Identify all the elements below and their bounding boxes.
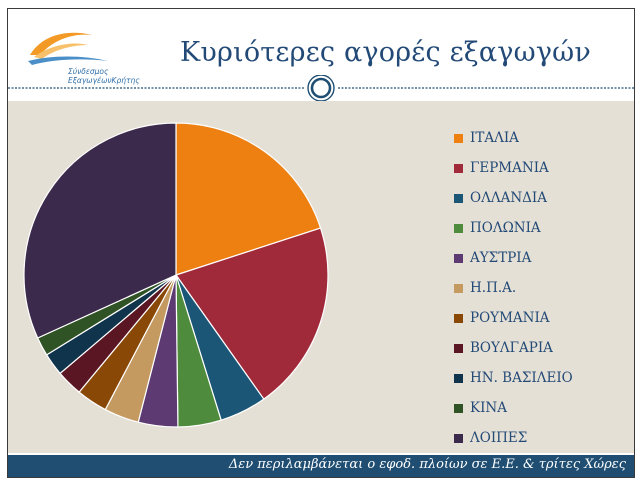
legend-item: ΙΤΑΛΙΑ xyxy=(454,123,624,153)
legend-label: ΑΥΣΤΡΙΑ xyxy=(470,250,532,266)
logo-text-line2: ΕξαγωγέωνΚρήτης xyxy=(68,75,140,85)
legend-item: ΛΟΙΠΕΣ xyxy=(454,423,624,453)
page-title: Κυριότερες αγορές εξαγωγών xyxy=(180,37,591,68)
footer-band: Δεν περιλαμβάνεται ο εφοδ. πλοίων σε Ε.Ε… xyxy=(8,455,634,477)
legend-swatch xyxy=(454,223,463,233)
legend-item: ΡΟΥΜΑΝΙΑ xyxy=(454,303,624,333)
logo-swoosh-icon xyxy=(28,32,108,65)
legend-item: ΠΟΛΩΝΙΑ xyxy=(454,213,624,243)
legend-swatch xyxy=(454,373,463,383)
legend-label: ΠΟΛΩΝΙΑ xyxy=(470,220,541,236)
legend-item: ΟΛΛΑΝΔΙΑ xyxy=(454,183,624,213)
legend-swatch xyxy=(454,343,463,353)
legend-item: ΑΥΣΤΡΙΑ xyxy=(454,243,624,273)
slide: Σύνδεσμος ΕξαγωγέωνΚρήτης Κυριότερες αγο… xyxy=(7,8,635,478)
legend-label: ΟΛΛΑΝΔΙΑ xyxy=(470,190,547,206)
legend-swatch xyxy=(454,163,463,173)
legend-item: Η.Π.Α. xyxy=(454,273,624,303)
slide-header: Σύνδεσμος ΕξαγωγέωνΚρήτης Κυριότερες αγο… xyxy=(8,9,634,101)
legend-item: ΓΕΡΜΑΝΙΑ xyxy=(454,153,624,183)
legend-label: ΛΟΙΠΕΣ xyxy=(470,430,528,446)
legend-swatch xyxy=(454,283,463,293)
legend-label: ΙΤΑΛΙΑ xyxy=(470,130,519,146)
legend-swatch xyxy=(454,253,463,263)
pie-chart xyxy=(23,122,329,428)
legend-label: Η.Π.Α. xyxy=(470,280,517,296)
legend-label: ΒΟΥΛΓΑΡΙΑ xyxy=(470,340,553,356)
footer-note: Δεν περιλαμβάνεται ο εφοδ. πλοίων σε Ε.Ε… xyxy=(228,457,626,472)
legend-swatch xyxy=(454,193,463,203)
legend-swatch xyxy=(454,433,463,443)
legend-swatch xyxy=(454,313,463,323)
legend-item: ΒΟΥΛΓΑΡΙΑ xyxy=(454,333,624,363)
legend-label: ΚΙΝΑ xyxy=(470,400,507,416)
legend-item: ΗΝ. ΒΑΣΙΛΕΙΟ xyxy=(454,363,624,393)
legend-swatch xyxy=(454,133,463,143)
logo: Σύνδεσμος ΕξαγωγέωνΚρήτης xyxy=(22,25,152,84)
logo-text-line1: Σύνδεσμος xyxy=(68,67,109,76)
pie-slice-1 xyxy=(175,227,329,400)
legend-label: ΗΝ. ΒΑΣΙΛΕΙΟ xyxy=(470,370,573,386)
pie-slice-0 xyxy=(175,122,322,276)
pie-slice-10 xyxy=(23,122,177,339)
legend-label: ΓΕΡΜΑΝΙΑ xyxy=(470,160,549,176)
legend-swatch xyxy=(454,403,463,413)
header-divider xyxy=(8,75,634,101)
chart-area: ΙΤΑΛΙΑ ΓΕΡΜΑΝΙΑ ΟΛΛΑΝΔΙΑ ΠΟΛΩΝΙΑ ΑΥΣΤΡΙΑ Η.Π.… xyxy=(8,101,634,453)
logo-text: Σύνδεσμος ΕξαγωγέωνΚρήτης xyxy=(68,67,168,85)
legend-item: ΚΙΝΑ xyxy=(454,393,624,423)
chart-legend: ΙΤΑΛΙΑ ΓΕΡΜΑΝΙΑ ΟΛΛΑΝΔΙΑ ΠΟΛΩΝΙΑ ΑΥΣΤΡΙΑ Η.Π.… xyxy=(454,123,624,453)
legend-label: ΡΟΥΜΑΝΙΑ xyxy=(470,310,550,326)
